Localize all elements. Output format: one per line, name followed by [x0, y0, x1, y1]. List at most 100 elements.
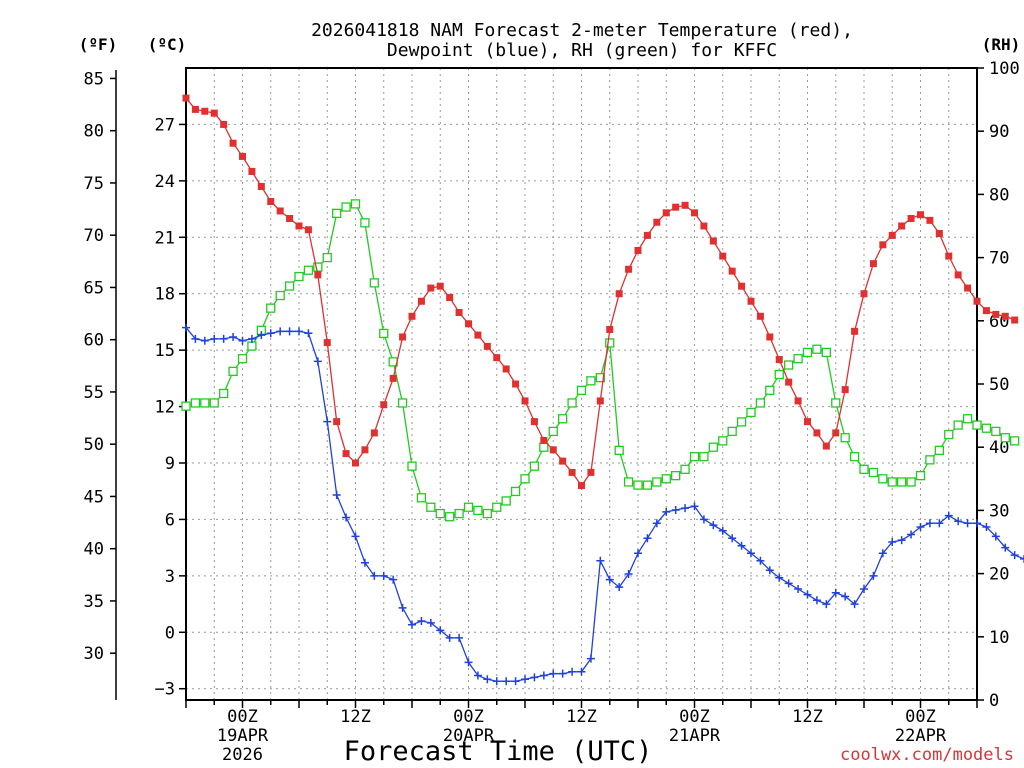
dewpoint-point	[389, 575, 398, 584]
temperature-point	[606, 325, 614, 333]
rh-point	[972, 420, 982, 430]
rh-point	[426, 502, 436, 512]
dewpoint-point	[737, 541, 746, 550]
rh-tick-label: 100	[989, 59, 1020, 79]
temperature-point	[822, 442, 830, 450]
temperature-point	[794, 397, 802, 405]
rh-point	[548, 426, 558, 437]
temperature-point	[898, 222, 906, 230]
dewpoint-point	[502, 677, 511, 686]
time-tick-label: 12Z	[340, 707, 371, 727]
temperature-point	[738, 282, 746, 290]
dewpoint-point	[304, 329, 313, 338]
rh-point	[934, 445, 944, 456]
dewpoint-point	[351, 532, 360, 541]
rh-point	[558, 414, 568, 424]
fahrenheit-tick-label: 35	[84, 592, 104, 612]
dewpoint-point	[652, 519, 661, 528]
temperature-point	[370, 429, 378, 437]
dewpoint-point	[596, 556, 605, 565]
fahrenheit-ticks: 30 35 40 45 50 55 60 65 70 75 80 85	[84, 69, 116, 664]
dewpoint-point	[643, 534, 652, 543]
celsius-tick-label: 9	[165, 454, 175, 474]
dewpoint-point	[247, 334, 256, 343]
fahrenheit-tick-label: 80	[84, 122, 104, 142]
rh-point	[765, 385, 775, 395]
dewpoint-point	[605, 575, 614, 584]
rh-point	[397, 398, 408, 408]
rh-point	[991, 426, 1001, 437]
dewpoint-point	[342, 513, 351, 522]
dewpoint-point	[963, 519, 972, 528]
dewpoint-point	[530, 673, 539, 682]
rh-tick-label: 50	[989, 375, 1009, 395]
temperature-point	[907, 214, 915, 222]
dewpoint-point	[794, 585, 803, 594]
rh-point	[520, 474, 530, 484]
dewpoint-point	[511, 677, 520, 686]
temperature-point	[333, 418, 341, 426]
rh-point	[868, 467, 879, 478]
temperature-point	[643, 231, 651, 239]
time-tick-label: 00Z	[453, 707, 484, 727]
rh-tick-label: 30	[989, 501, 1009, 521]
dewpoint-point	[539, 671, 548, 680]
temperature-point	[851, 327, 859, 335]
dewpoint-point	[586, 654, 595, 663]
temperature-point	[587, 468, 595, 476]
dewpoint-point	[775, 573, 784, 582]
temperature-point	[578, 482, 585, 490]
dewpoint-point	[935, 519, 944, 528]
rh-point	[774, 369, 784, 380]
temperature-point	[841, 386, 849, 394]
rh-point	[953, 420, 963, 430]
plot-frame	[185, 67, 978, 701]
rh-point	[623, 477, 634, 487]
fahrenheit-tick-label: 30	[84, 644, 104, 664]
rh-point	[303, 265, 314, 275]
rh-point	[379, 328, 389, 339]
dewpoint-point	[991, 532, 1000, 541]
rh-point	[369, 278, 379, 288]
rh-point	[812, 344, 822, 354]
dewpoint-point	[379, 571, 388, 580]
temperature-point	[982, 307, 990, 315]
dewpoint-point	[257, 331, 266, 340]
temperature-point	[276, 207, 284, 215]
dewpoint-point	[408, 620, 416, 629]
year-tick-label: 2026	[222, 745, 263, 765]
rh-point	[510, 486, 521, 497]
temperature-point	[399, 333, 407, 341]
rh-point	[454, 508, 464, 519]
x-axis-title: Forecast Time (UTC)	[344, 736, 653, 767]
temperature-point	[389, 374, 397, 382]
series-layer	[181, 94, 1024, 686]
celsius-tick-label: 6	[165, 510, 175, 530]
dewpoint-point	[229, 332, 238, 341]
rh-tick-label: 70	[989, 249, 1009, 269]
rh-point	[294, 271, 304, 282]
rh-point	[237, 354, 248, 364]
temperature-point	[483, 342, 491, 350]
dewpoint-point	[483, 675, 492, 684]
rh-point	[708, 442, 718, 452]
dewpoint-point	[1010, 551, 1019, 560]
dewpoint-point	[765, 566, 774, 575]
temperature-point	[201, 107, 209, 115]
rh-point	[746, 407, 756, 418]
dewpoint-point	[568, 667, 577, 676]
rh-point	[897, 477, 907, 487]
rh-tick-label: 90	[989, 122, 1009, 142]
temperature-point	[766, 333, 774, 341]
dewpoint-point	[812, 596, 821, 605]
temperature-point	[521, 397, 529, 405]
dewpoint-point	[747, 549, 755, 558]
temperature-point	[446, 293, 454, 301]
gridlines	[186, 68, 977, 700]
rh-point	[614, 445, 624, 456]
dewpoint-point	[266, 329, 275, 338]
rh-point	[209, 398, 219, 408]
temperature-point	[709, 237, 717, 245]
rh-point	[671, 470, 681, 481]
